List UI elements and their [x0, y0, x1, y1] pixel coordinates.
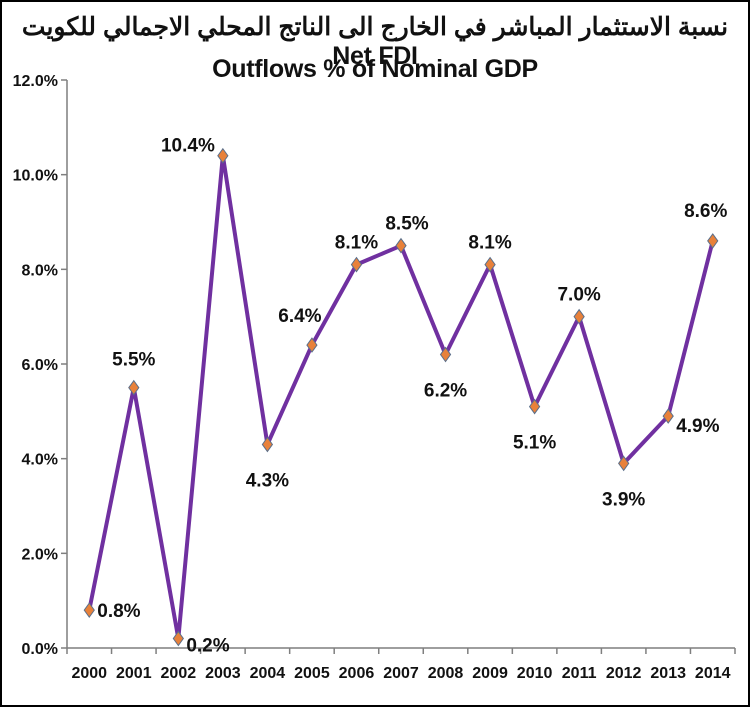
data-label: 4.9% [676, 416, 719, 437]
data-point-marker [395, 237, 407, 254]
data-point-marker [172, 630, 184, 647]
data-label: 6.4% [278, 306, 321, 327]
data-label: 10.4% [161, 136, 215, 157]
data-point-marker [83, 602, 95, 618]
data-point-marker [128, 379, 140, 396]
x-tick-label: 2000 [71, 665, 107, 682]
x-tick-label: 2002 [161, 665, 197, 682]
x-tick-label: 2005 [294, 665, 330, 682]
x-tick-label: 2006 [339, 665, 375, 682]
y-tick-label: 6.0% [22, 357, 58, 374]
axes: 0.0% 2.0% 4.0% 6.0% 8.0% 10.0% 12.0% 2000 2001 20… [13, 73, 736, 682]
y-tick-label: 8.0% [22, 262, 58, 279]
x-tick-label: 2003 [205, 665, 241, 682]
data-point-marker [707, 233, 719, 249]
chart-title-line2: Outflows % of Nominal GDP [212, 55, 538, 83]
x-tick-label: 2008 [428, 665, 464, 682]
data-label: 8.1% [468, 233, 511, 254]
x-tick-label: 2007 [383, 665, 419, 682]
data-point-marker [528, 398, 541, 415]
data-label: 4.3% [246, 470, 289, 491]
x-tick-label: 2009 [472, 665, 508, 682]
data-point-marker [484, 256, 496, 273]
x-tick-label: 2001 [116, 665, 152, 682]
x-tick-label: 2012 [606, 665, 642, 682]
chart-title-line1: نسبة الاستثمار المباشر في الخارج الى الن… [21, 13, 729, 70]
data-label: 7.0% [557, 285, 600, 306]
data-label: 8.5% [385, 214, 428, 235]
data-point-marker [618, 455, 630, 472]
x-tick-label: 2010 [517, 665, 553, 682]
data-point-marker [261, 436, 274, 453]
data-label: 8.1% [335, 233, 378, 254]
x-tick-label: 2014 [695, 665, 731, 682]
y-tick-label: 2.0% [22, 546, 58, 563]
x-tick-label: 2004 [250, 665, 286, 682]
data-label: 5.1% [513, 433, 556, 454]
data-label: 0.8% [97, 601, 140, 622]
data-label: 8.6% [684, 201, 727, 222]
data-point-marker [350, 256, 363, 273]
x-tick-label: 2013 [650, 665, 686, 682]
data-label: 0.2% [186, 636, 229, 657]
x-tick-label: 2011 [562, 665, 597, 682]
data-point-marker [573, 308, 585, 325]
y-tick-label: 12.0% [13, 73, 58, 90]
plot-area: 0.8% 5.5% 0.2% 10.4% 4.3% 6.4% 8.1% 8.5% 6.2% 8.1… [83, 136, 727, 657]
data-label: 5.5% [112, 350, 155, 371]
y-tick-label: 10.0% [13, 168, 58, 185]
data-label: 3.9% [602, 489, 645, 510]
data-point-marker [662, 408, 674, 424]
y-tick-label: 0.0% [22, 641, 58, 658]
y-tick-label: 4.0% [22, 452, 58, 469]
data-point-marker [306, 337, 318, 353]
data-point-marker [217, 147, 229, 164]
data-label: 6.2% [424, 381, 467, 402]
data-point-marker [439, 346, 452, 363]
